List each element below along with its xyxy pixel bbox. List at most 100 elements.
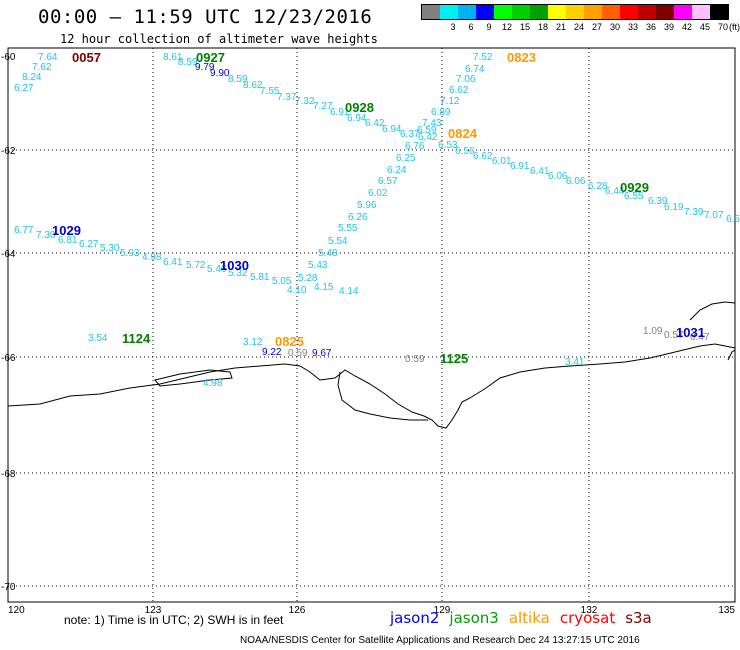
wave-height-value: 3.12 bbox=[243, 337, 263, 348]
coastline-east-2 bbox=[727, 349, 736, 361]
wave-height-value: 6.53 bbox=[438, 140, 458, 151]
wave-height-value: 7.07 bbox=[704, 210, 724, 221]
legend-label: 45 bbox=[700, 22, 711, 32]
legend-label: 9 bbox=[486, 22, 492, 32]
pass-time-tag: 0928 bbox=[345, 100, 374, 115]
wave-height-value: 7.12 bbox=[440, 96, 460, 107]
wave-height-value: 9.67 bbox=[312, 348, 332, 359]
legend-swatch bbox=[476, 5, 494, 19]
legend-label: 36 bbox=[646, 22, 657, 32]
legend-swatch bbox=[494, 5, 512, 19]
wave-height-value: 7.30 bbox=[36, 230, 56, 241]
legend-swatch bbox=[530, 5, 548, 19]
legend-swatch bbox=[692, 5, 710, 19]
wave-height-value: 6.94 bbox=[382, 124, 402, 135]
legend-swatch bbox=[620, 5, 638, 19]
wave-height-value: 7.43 bbox=[422, 118, 442, 129]
lat-label: -62 bbox=[1, 146, 16, 157]
wave-height-value: 8.59 bbox=[228, 74, 248, 85]
wave-height-value: 6.19 bbox=[664, 202, 684, 213]
pass-time-tag: 0823 bbox=[507, 50, 536, 65]
legend-swatch bbox=[710, 5, 728, 19]
wave-height-value: 6.62 bbox=[449, 85, 469, 96]
wave-height-value: 5.05 bbox=[272, 276, 292, 287]
page-subtitle: 12 hour collection of altimeter wave hei… bbox=[60, 32, 378, 46]
wave-height-value: 6.26 bbox=[348, 212, 368, 223]
legend-swatch bbox=[566, 5, 584, 19]
legend-swatch bbox=[602, 5, 620, 19]
wave-height-value: 7.55 bbox=[260, 86, 280, 97]
wave-height-value: 6.02 bbox=[368, 188, 388, 199]
wave-height-value: 6.28 bbox=[588, 181, 608, 192]
wave-height-value: 6.27 bbox=[79, 239, 99, 250]
pass-time-tag: 0825 bbox=[275, 334, 304, 349]
wave-height-value: 6.91 bbox=[510, 161, 530, 172]
legend-label: 70 bbox=[718, 22, 729, 32]
legend-swatch bbox=[674, 5, 692, 19]
pass-time-tag: 0929 bbox=[620, 180, 649, 195]
wave-height-value: 5.43 bbox=[308, 260, 328, 271]
satellite-name: s3a bbox=[625, 609, 652, 627]
pass-time-tag: 1029 bbox=[52, 223, 81, 238]
wave-height-value: 6.77 bbox=[14, 225, 34, 236]
wave-height-value: 6.56 bbox=[455, 146, 475, 157]
time-tags: 0057 0927 0823 0928 0824 0929 1029 1030 1124 0825… bbox=[52, 50, 705, 366]
legend-label: 6 bbox=[468, 22, 474, 32]
wave-height-value: 5.28 bbox=[298, 273, 318, 284]
wave-height-value: 6.42 bbox=[418, 132, 438, 143]
lat-label: -64 bbox=[1, 249, 16, 260]
legend-label: 12 bbox=[502, 22, 513, 32]
wave-height-value: 6.41 bbox=[163, 257, 183, 268]
legend-swatch bbox=[512, 5, 530, 19]
wave-height-value: 4.98 bbox=[203, 378, 223, 389]
wave-height-value: 9.22 bbox=[262, 347, 282, 358]
legend-unit: (ft) bbox=[729, 22, 740, 32]
observations: 7.647.628.246.278.618.599.799.908.598.62… bbox=[14, 52, 740, 389]
plot-frame bbox=[7, 47, 736, 603]
lat-label: -68 bbox=[1, 469, 16, 480]
wave-height-value: 8.24 bbox=[22, 72, 42, 83]
lat-label: -60 bbox=[1, 52, 16, 63]
lon-label: 132 bbox=[581, 605, 598, 616]
color-legend: 3 6 9 12 15 18 21 24 27 30 33 36 39 42 45 70 (ft) bbox=[421, 4, 740, 34]
wave-height-value: 6.76 bbox=[405, 141, 425, 152]
wave-height-value: 7.27 bbox=[313, 101, 333, 112]
satellite-name: jason2 bbox=[390, 609, 440, 627]
wave-height-value: 5.54 bbox=[328, 236, 348, 247]
wave-height-value: 5.48 bbox=[318, 248, 338, 259]
coastline-tongue bbox=[154, 369, 233, 387]
wave-height-value: 6.01 bbox=[492, 156, 512, 167]
wave-height-value: 3.54 bbox=[88, 333, 108, 344]
legend-swatch bbox=[656, 5, 674, 19]
credit-text: NOAA/NESDIS Center for Satellite Applica… bbox=[240, 635, 640, 646]
wave-height-value: 6.94 bbox=[347, 113, 367, 124]
lon-label: 135 bbox=[718, 605, 735, 616]
wave-height-value: 6.57 bbox=[378, 176, 398, 187]
pass-time-tag: 1124 bbox=[122, 331, 151, 346]
latitude-labels: -60 -62 -64 -66 -68 -70 bbox=[1, 52, 16, 593]
lon-label: 123 bbox=[145, 605, 162, 616]
satellite-name: jason3 bbox=[449, 609, 499, 627]
wave-height-value: 4.10 bbox=[287, 285, 307, 296]
wave-height-value: 6.62 bbox=[473, 151, 493, 162]
legend-labels: 3 6 9 12 15 18 21 24 27 30 33 36 39 42 45 70 (ft) bbox=[421, 20, 740, 34]
wave-height-value: 5.81 bbox=[250, 272, 270, 283]
wave-height-value: 3.41 bbox=[565, 357, 585, 368]
wave-height-value: 5.55 bbox=[338, 223, 358, 234]
legend-swatch bbox=[638, 5, 656, 19]
satellite-name: cryosat bbox=[559, 609, 616, 627]
wave-height-value: 6.06 bbox=[566, 176, 586, 187]
wave-height-value: 5.93 bbox=[120, 248, 140, 259]
wave-height-value: 6.44 bbox=[605, 186, 625, 197]
pass-time-tag: 0824 bbox=[448, 126, 478, 141]
legend-swatch bbox=[548, 5, 566, 19]
legend-label: 42 bbox=[682, 22, 693, 32]
page-title: 00:00 – 11:59 UTC 12/23/2016 bbox=[38, 6, 373, 28]
coastline-east bbox=[689, 301, 736, 321]
wave-height-value: 6.24 bbox=[387, 165, 407, 176]
wave-height-value: 7.52 bbox=[473, 52, 493, 63]
wave-height-value: 6.59 bbox=[417, 125, 437, 136]
wave-height-value: 5.30 bbox=[100, 243, 120, 254]
legend-swatch bbox=[584, 5, 602, 19]
